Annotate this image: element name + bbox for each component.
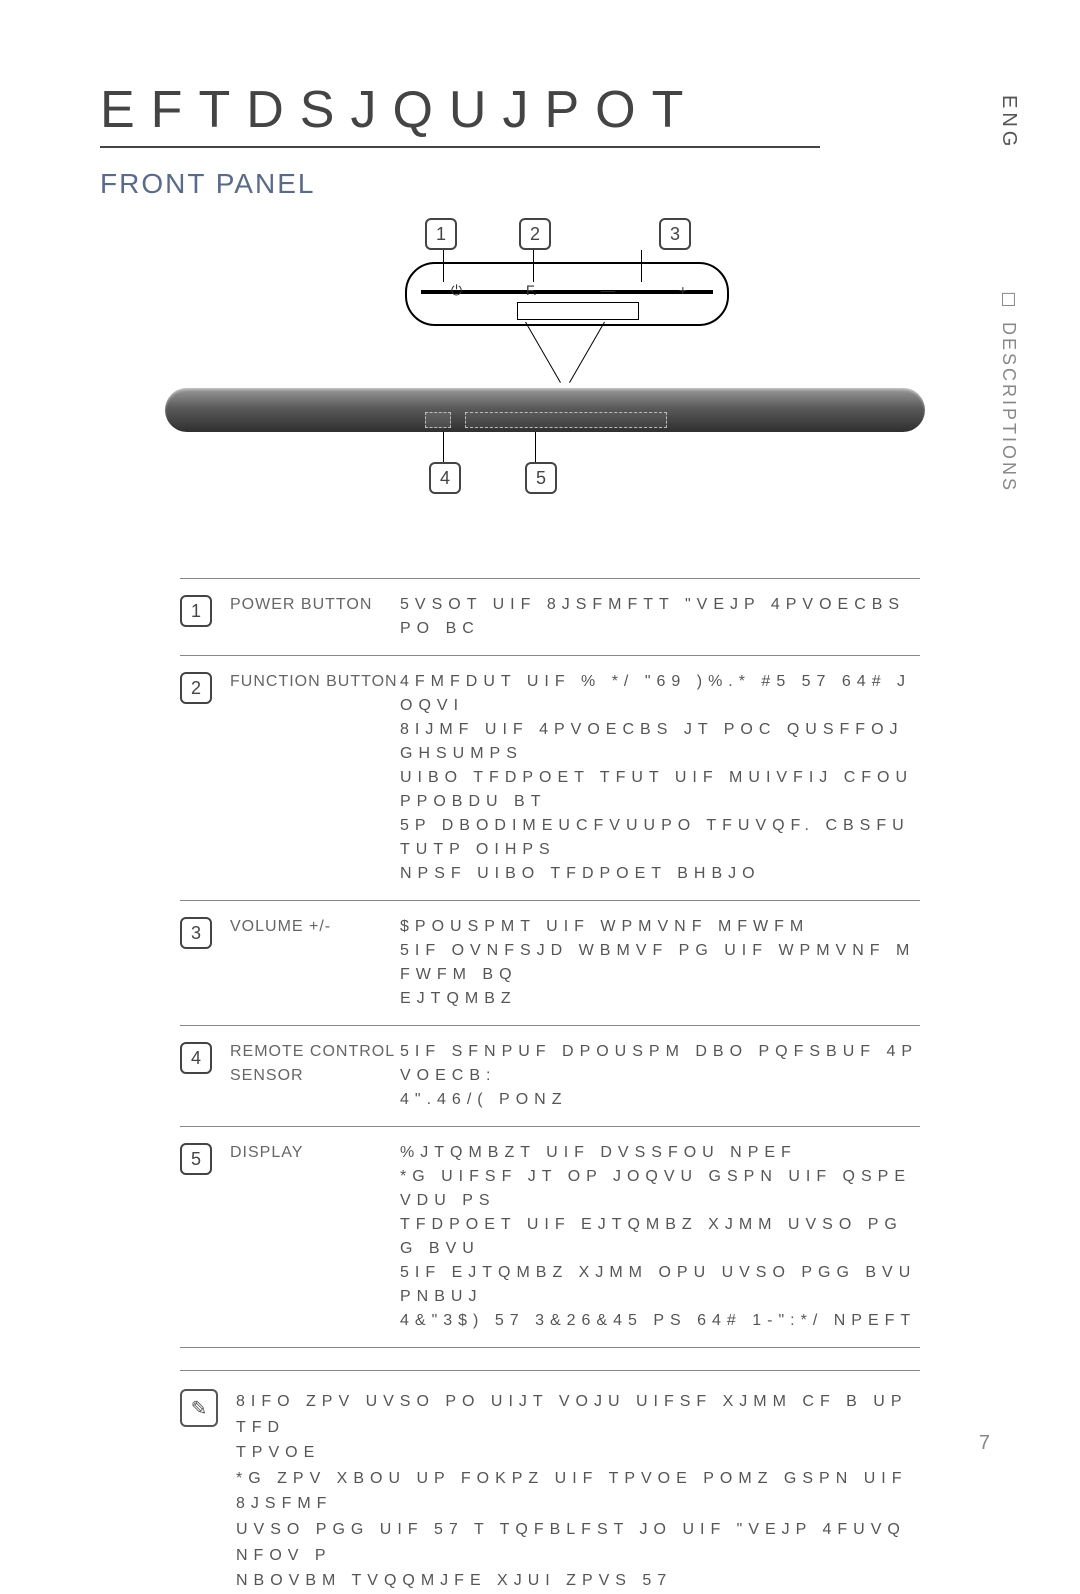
row-label: POWER BUTTON [230, 593, 400, 641]
row-desc: 4FMFDUT UIF % */ "69 )%.* #5 57 64# JOQV… [400, 670, 920, 886]
row-num: 3 [180, 917, 212, 949]
callout-2: 2 [519, 218, 551, 250]
note-block: ✎ 8IFO ZPV UVSO PO UIJT VOJU UIFSF XJMM … [180, 1370, 920, 1594]
note-icon: ✎ [180, 1389, 218, 1427]
row-num: 4 [180, 1042, 212, 1074]
note-text: 8IFO ZPV UVSO PO UIJT VOJU UIFSF XJMM CF… [236, 1389, 920, 1594]
row-label: FUNCTION BUTTON [230, 670, 400, 886]
vol-up-icon: + [679, 282, 687, 299]
lang-tab: ENG [997, 95, 1020, 150]
page-number: 7 [979, 1432, 990, 1455]
row-label: VOLUME +/- [230, 915, 400, 1011]
callout-3: 3 [659, 218, 691, 250]
row-desc: $POUSPMT UIF WPMVNF MFWFM5IF OVNFSJD WBM… [400, 915, 920, 1011]
table-row: 4 REMOTE CONTROL SENSOR 5IF SFNPUF DPOUS… [180, 1026, 920, 1127]
callout-5: 5 [525, 462, 557, 494]
row-label: REMOTE CONTROL SENSOR [230, 1040, 400, 1112]
row-num: 1 [180, 595, 212, 627]
table-row: 1 POWER BUTTON 5VSOT UIF 8JSFMFTT "VEJP … [180, 579, 920, 656]
description-table: 1 POWER BUTTON 5VSOT UIF 8JSFMFTT "VEJP … [180, 578, 920, 1348]
table-row: 2 FUNCTION BUTTON 4FMFDUT UIF % */ "69 )… [180, 656, 920, 901]
manual-page: ENG ☐ DESCRIPTIONS EFTDSJQUJPOT FRONT PA… [0, 0, 1080, 1495]
table-row: 3 VOLUME +/- $POUSPMT UIF WPMVNF MFWFM5I… [180, 901, 920, 1026]
soundbar-graphic [165, 388, 925, 432]
table-row: 5 DISPLAY %JTQMBZT UIF DVSSFOU NPEF*G UI… [180, 1127, 920, 1348]
section-tab: ☐ DESCRIPTIONS [998, 290, 1020, 493]
control-symbols: ⏻ F. — + [419, 282, 719, 299]
row-desc: 5IF SFNPUF DPOUSPM DBO PQFSBUF 4PVOECB:4… [400, 1040, 920, 1112]
function-label: F. [526, 282, 537, 299]
row-label: DISPLAY [230, 1141, 400, 1333]
sensor-outline [425, 412, 451, 428]
row-num: 5 [180, 1143, 212, 1175]
row-num: 2 [180, 672, 212, 704]
row-desc: 5VSOT UIF 8JSFMFTT "VEJP 4PVOECBS PO BC [400, 593, 920, 641]
section-title: FRONT PANEL [100, 168, 990, 200]
row-desc: %JTQMBZT UIF DVSSFOU NPEF*G UIFSF JT OP … [400, 1141, 920, 1333]
front-panel-diagram: 1 2 3 ⏻ F. — + 4 5 [165, 218, 925, 518]
callout-4: 4 [429, 462, 461, 494]
page-title: EFTDSJQUJPOT [100, 80, 820, 148]
display-outline [465, 412, 667, 428]
callout-1: 1 [425, 218, 457, 250]
vol-down-icon: — [601, 282, 615, 299]
power-icon: ⏻ [451, 282, 462, 299]
